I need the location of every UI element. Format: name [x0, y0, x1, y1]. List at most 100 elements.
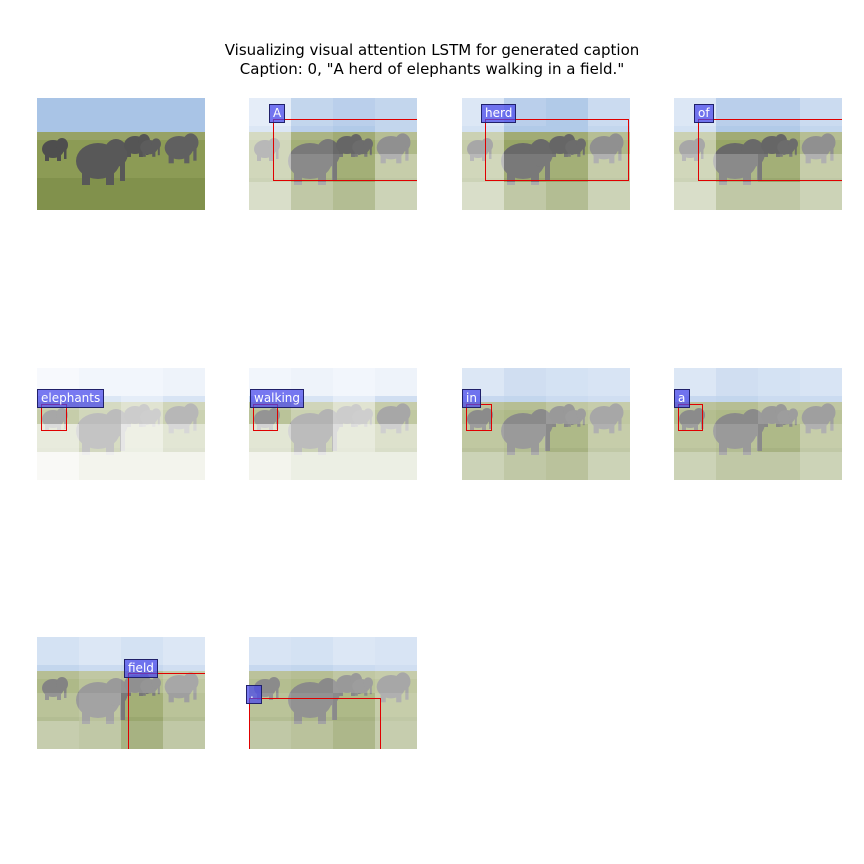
attention-tile: [758, 182, 800, 210]
attention-tile: [504, 424, 546, 452]
attention-tile: [674, 182, 716, 210]
attention-tile: [249, 452, 291, 480]
attention-tile: [504, 182, 546, 210]
attention-overlay: [249, 637, 417, 749]
attention-panel-w6: [462, 368, 630, 480]
attention-tile: [716, 396, 758, 424]
attention-tile: [249, 721, 291, 749]
word-label: of: [694, 104, 714, 123]
sky: [37, 98, 205, 134]
attention-tile: [504, 368, 546, 396]
attention-panel-w4: [37, 368, 205, 480]
attention-tile: [291, 637, 333, 665]
elephant-shape: [352, 677, 373, 696]
elephant-shape: [76, 139, 128, 185]
attention-tile: [588, 452, 630, 480]
far-grass: [37, 132, 205, 140]
elephant-shape: [352, 138, 373, 157]
attention-panel-w8: [37, 637, 205, 749]
attention-tile: [716, 126, 758, 154]
attention-tile: [716, 98, 758, 126]
attention-panel-w5: [249, 368, 417, 480]
attention-tile: [79, 637, 121, 665]
attention-tile: [333, 154, 375, 182]
attention-tile: [249, 182, 291, 210]
attention-tile: [375, 665, 417, 693]
word-label: elephants: [37, 389, 105, 408]
elephant-shape: [777, 138, 798, 157]
attention-tile: [716, 424, 758, 452]
attention-tile: [37, 452, 79, 480]
attention-tile: [333, 452, 375, 480]
attention-tile: [333, 98, 375, 126]
elephant-shape: [565, 408, 586, 427]
attention-tile: [163, 368, 205, 396]
attention-tile: [121, 452, 163, 480]
elephant-shape: [76, 678, 128, 724]
attention-tile: [758, 452, 800, 480]
attention-tile: [758, 98, 800, 126]
attention-tile: [291, 154, 333, 182]
elephant-shape: [42, 677, 68, 700]
attention-panel-w3: [674, 98, 842, 210]
attention-overlay: [37, 368, 205, 480]
elephant-shape: [679, 408, 705, 431]
attention-tile: [546, 126, 588, 154]
attention-tile: [291, 424, 333, 452]
word-label: field: [124, 659, 158, 678]
elephant-shape: [501, 139, 553, 185]
attention-tile: [333, 126, 375, 154]
far-grass: [674, 402, 842, 410]
elephant-shape: [140, 677, 161, 696]
attention-box: [678, 404, 703, 431]
elephant-shape: [140, 138, 161, 157]
attention-tile: [588, 368, 630, 396]
attention-tile: [504, 452, 546, 480]
attention-tile: [249, 126, 291, 154]
elephant-shape: [713, 409, 765, 455]
attention-tile: [79, 452, 121, 480]
attention-panel-w2: [462, 98, 630, 210]
attention-tile: [37, 637, 79, 665]
attention-tile: [37, 693, 79, 721]
attention-overlay: [249, 98, 417, 210]
attention-tile: [163, 424, 205, 452]
attention-tile: [674, 126, 716, 154]
attention-tile: [163, 721, 205, 749]
attention-tile: [674, 452, 716, 480]
attention-tile: [800, 396, 842, 424]
attention-tile: [249, 154, 291, 182]
attention-tile: [163, 665, 205, 693]
attention-tile: [375, 424, 417, 452]
attention-tile: [758, 396, 800, 424]
attention-box: [273, 119, 417, 181]
attention-tile: [79, 424, 121, 452]
elephant-shape: [777, 408, 798, 427]
attention-tile: [504, 154, 546, 182]
attention-tile: [291, 182, 333, 210]
attention-tile: [163, 396, 205, 424]
elephant-shape: [288, 139, 340, 185]
far-grass: [37, 671, 205, 679]
attention-tile: [800, 126, 842, 154]
elephant-shape: [164, 672, 199, 703]
attention-panel-w1: [249, 98, 417, 210]
word-label: walking: [250, 389, 305, 408]
attention-tile: [37, 424, 79, 452]
attention-tile: [546, 98, 588, 126]
attention-tile: [716, 182, 758, 210]
attention-tile: [462, 424, 504, 452]
attention-tile: [163, 452, 205, 480]
elephant-shape: [376, 403, 411, 434]
attention-panel-w9: [249, 637, 417, 749]
attention-box: [128, 673, 205, 749]
attention-tile: [588, 98, 630, 126]
attention-box: [41, 404, 67, 431]
attention-box: [249, 698, 381, 749]
attention-tile: [758, 126, 800, 154]
attention-tile: [800, 98, 842, 126]
attention-tile: [462, 452, 504, 480]
attention-tile: [800, 424, 842, 452]
elephant-shape: [164, 133, 199, 164]
attention-panel-w7: [674, 368, 842, 480]
